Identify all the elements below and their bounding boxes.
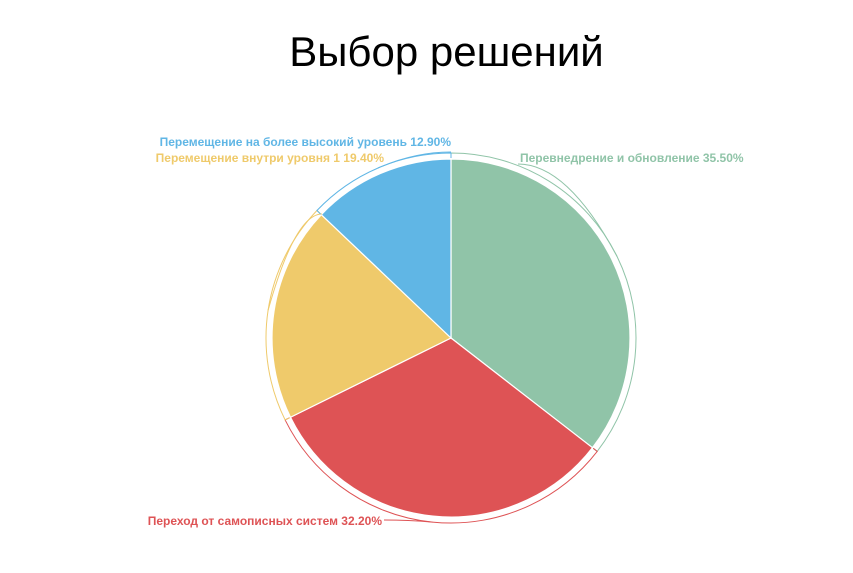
chart-title: Выбор решений <box>289 28 604 75</box>
slice-label-1: Перевнедрение и обновление 35.50% <box>520 151 744 165</box>
pie-slices <box>271 158 631 518</box>
slice-label-2: Переход от самописных систем 32.20% <box>148 514 383 528</box>
leader-line-2 <box>383 519 433 523</box>
pie-slice-1 <box>450 158 631 449</box>
pie-slice-2 <box>289 337 594 518</box>
leader-lines <box>265 151 637 524</box>
leader-line-3 <box>267 213 323 311</box>
leader-line-1 <box>517 163 618 257</box>
slice-bracket-2 <box>284 417 598 524</box>
pie-slice-4 <box>320 158 452 340</box>
slice-labels: Перевнедрение и обновление 35.50% Переход… <box>148 135 744 528</box>
pie-slice-3 <box>271 213 453 419</box>
slice-label-4: Перемещение на более высокий уровень 12.… <box>160 135 452 149</box>
slice-label-3: Перемещение внутри уровня 1 19.40% <box>156 151 385 165</box>
leader-line-4 <box>377 151 452 169</box>
